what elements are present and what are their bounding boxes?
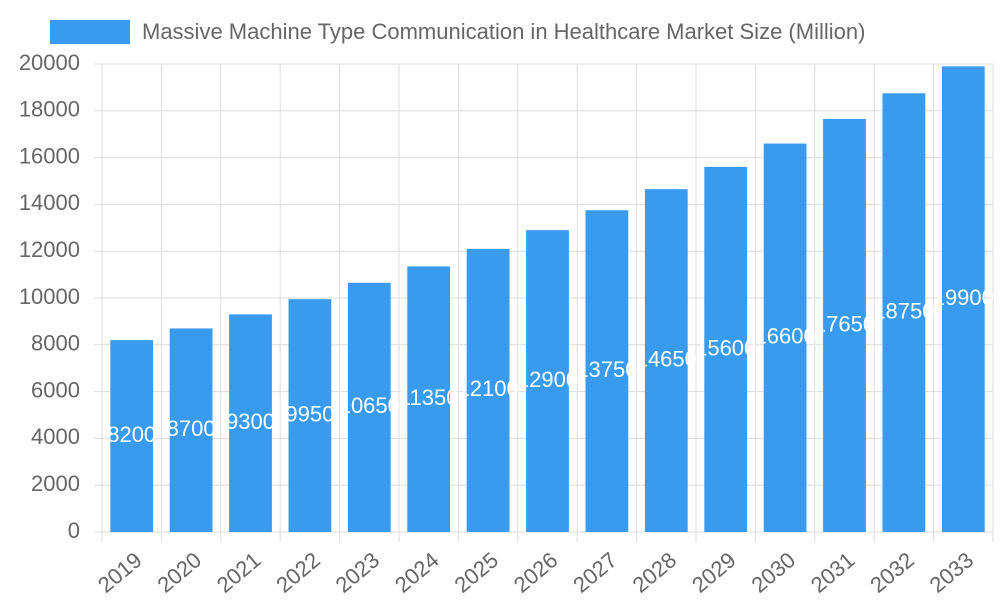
y-tick-label: 14000: [19, 190, 80, 215]
data-label: 17650: [814, 311, 875, 336]
bar: [169, 328, 213, 532]
y-tick-label: 10000: [19, 284, 80, 309]
bar: [644, 189, 688, 532]
data-label: 12100: [458, 376, 519, 401]
x-tick-label: 2028: [628, 547, 682, 598]
data-label: 13750: [576, 357, 637, 382]
data-label: 11350: [399, 385, 459, 410]
x-tick-label: 2032: [865, 547, 919, 598]
bar: [882, 93, 926, 532]
x-tick-label: 2021: [212, 547, 266, 598]
x-tick-label: 2022: [271, 547, 325, 598]
y-tick-label: 2000: [31, 471, 80, 496]
data-label: 8200: [107, 422, 156, 447]
x-tick-label: 2033: [925, 547, 979, 598]
y-tick-label: 4000: [31, 424, 80, 449]
bar: [347, 282, 391, 532]
legend-swatch: [50, 20, 130, 44]
data-label: 18750: [873, 298, 934, 323]
bar: [763, 143, 807, 532]
data-label: 14650: [636, 346, 697, 371]
x-tick-label: 2030: [746, 547, 800, 598]
y-tick-label: 6000: [31, 377, 80, 402]
bar: [941, 66, 985, 532]
bar: [466, 248, 510, 533]
y-tick-label: 16000: [19, 143, 80, 168]
x-tick-label: 2031: [806, 547, 860, 598]
y-tick-label: 0: [68, 518, 80, 543]
data-label: 9300: [226, 409, 275, 434]
x-tick-label: 2019: [93, 547, 147, 598]
data-label: 8700: [167, 416, 216, 441]
bar: [407, 266, 451, 532]
y-tick-label: 20000: [19, 50, 80, 75]
legend-label: Massive Machine Type Communication in He…: [142, 19, 865, 44]
x-tick-label: 2025: [449, 547, 503, 598]
x-tick-label: 2029: [687, 547, 741, 598]
x-tick-label: 2026: [509, 547, 563, 598]
data-label: 10650: [339, 393, 400, 418]
bar: [823, 118, 866, 533]
y-tick-label: 18000: [19, 97, 80, 122]
y-tick-label: 12000: [19, 237, 80, 262]
x-tick-label: 2027: [568, 547, 622, 598]
bar: [526, 230, 569, 532]
data-label: 15600: [695, 335, 756, 360]
bar: [585, 210, 629, 532]
x-tick-label: 2024: [390, 547, 444, 598]
data-label: 19900: [933, 285, 994, 310]
x-tick-label: 2020: [152, 547, 206, 598]
bar: [704, 166, 748, 532]
y-tick-label: 8000: [31, 331, 80, 356]
data-label: 9950: [285, 401, 334, 426]
data-label: 12900: [517, 367, 578, 392]
bar: [288, 299, 332, 532]
data-label: 16600: [755, 324, 816, 349]
x-tick-label: 2023: [331, 547, 385, 598]
bar: [229, 314, 272, 532]
bar: [110, 340, 154, 532]
